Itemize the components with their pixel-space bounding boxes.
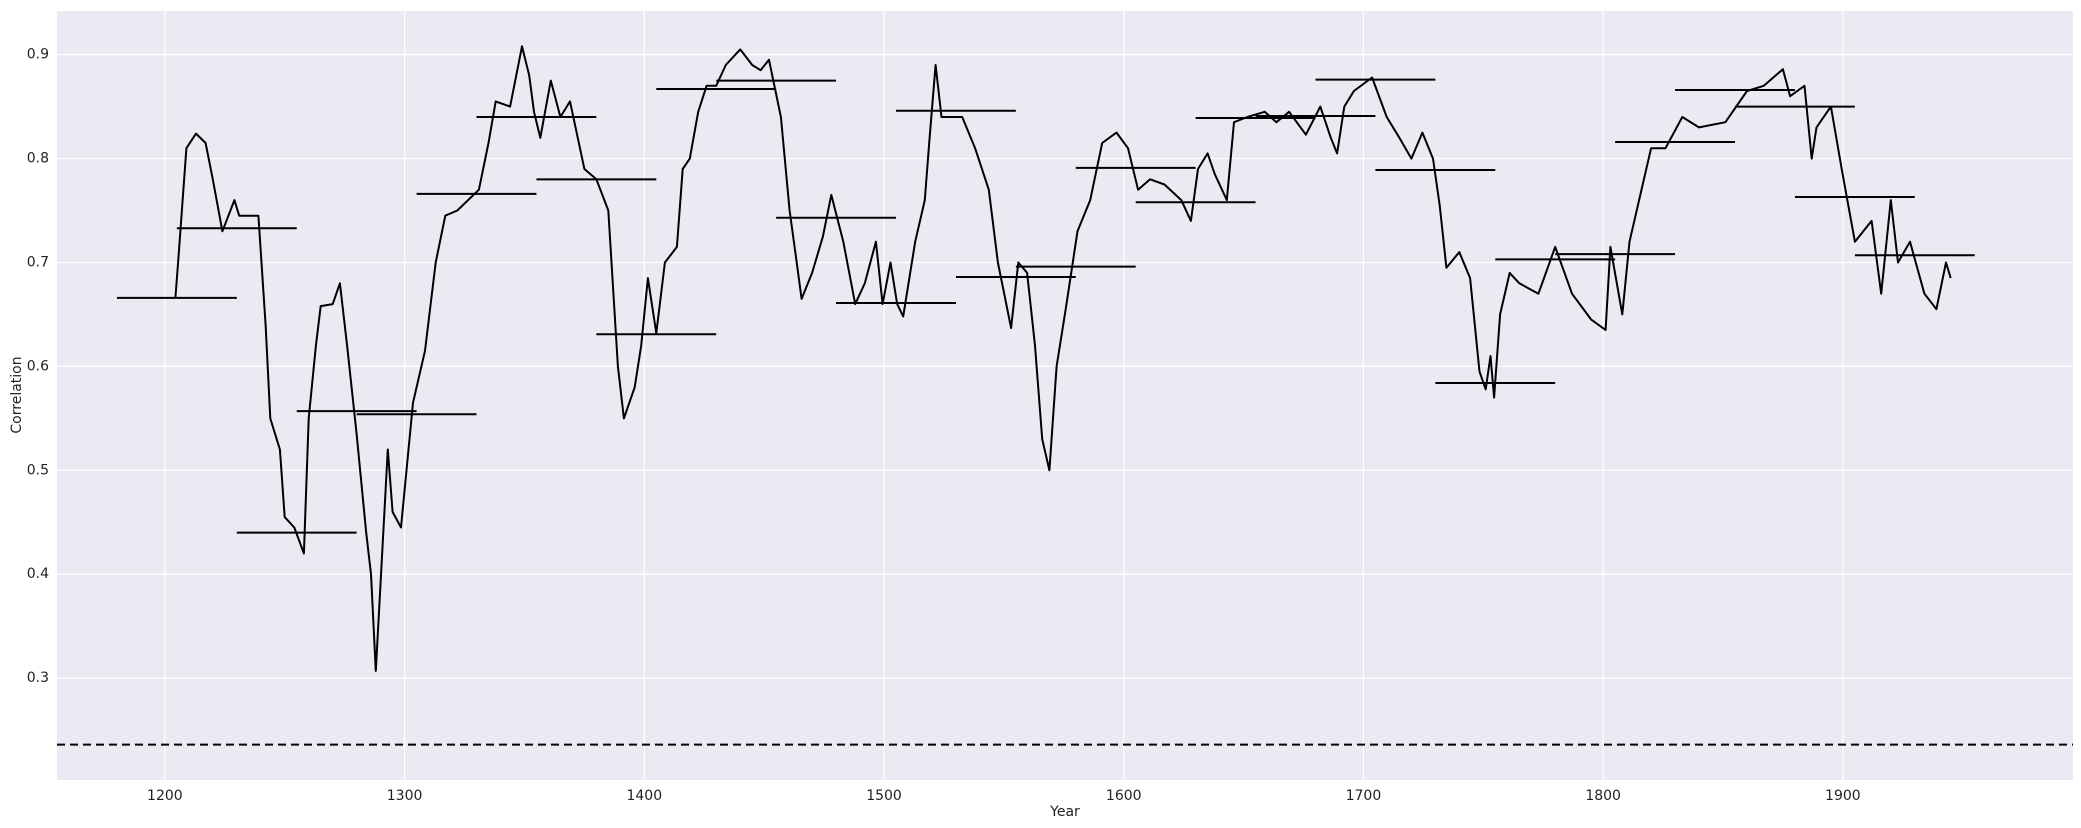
- x-tick-label: 1700: [1346, 788, 1382, 804]
- x-tick-label: 1400: [626, 788, 662, 804]
- y-tick-label: 0.9: [27, 47, 49, 63]
- y-axis-label: Correlation: [9, 356, 25, 433]
- plot-background: [57, 11, 2073, 780]
- x-tick-label: 1500: [866, 788, 902, 804]
- y-tick-label: 0.5: [27, 462, 49, 478]
- x-tick-label: 1600: [1106, 788, 1142, 804]
- x-tick-label: 1900: [1825, 788, 1861, 804]
- y-tick-label: 0.7: [27, 254, 49, 270]
- y-tick-label: 0.3: [27, 670, 49, 686]
- x-tick-label: 1800: [1585, 788, 1621, 804]
- y-tick-label: 0.6: [27, 358, 49, 374]
- rolling-correlation: [174, 45, 1952, 672]
- x-tick-label: 1300: [387, 788, 423, 804]
- x-axis-label: Year: [1049, 804, 1080, 820]
- y-tick-label: 0.8: [27, 151, 49, 167]
- x-tick-label: 1200: [147, 788, 183, 804]
- y-tick-label: 0.4: [27, 566, 49, 582]
